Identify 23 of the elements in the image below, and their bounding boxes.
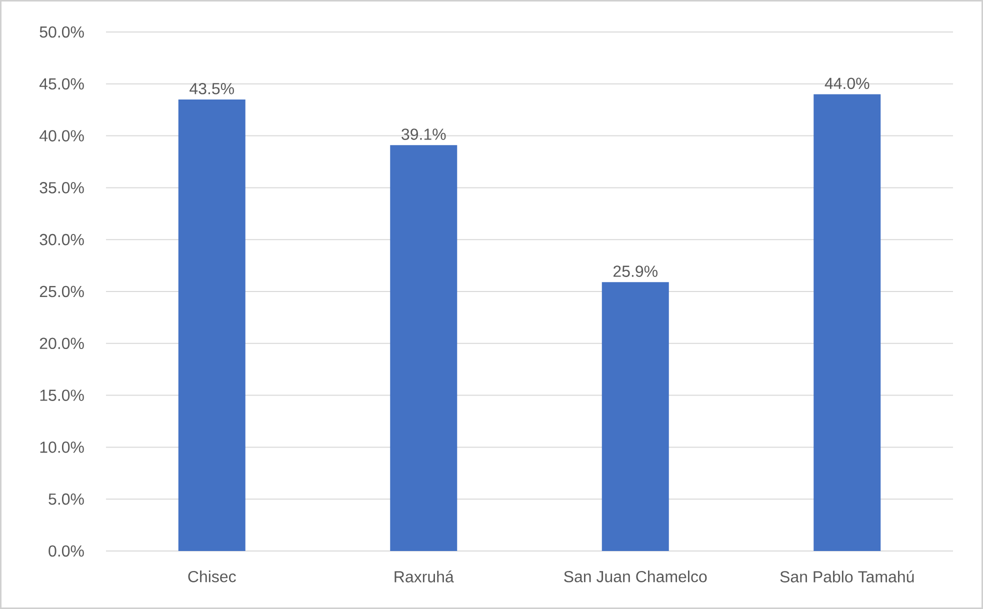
y-tick-label: 0.0% bbox=[48, 545, 84, 557]
data-label: 25.9% bbox=[614, 266, 658, 277]
x-tick-label: San Pablo Tamahú bbox=[780, 570, 914, 582]
data-label: 44.0% bbox=[824, 78, 870, 90]
y-tick-label: 35.0% bbox=[40, 182, 84, 194]
data-label: 39.1% bbox=[402, 128, 446, 140]
y-tick-label: 20.0% bbox=[40, 338, 84, 350]
y-tick-label: 30.0% bbox=[40, 234, 84, 246]
y-tick-label: 5.0% bbox=[48, 493, 84, 505]
y-tick-label: 45.0% bbox=[39, 78, 84, 90]
y-tick-label: 15.0% bbox=[40, 390, 84, 401]
y-tick-label: 25.0% bbox=[40, 286, 84, 298]
y-tick-label: 50.0% bbox=[40, 26, 84, 38]
bar bbox=[178, 99, 246, 551]
data-label: 43.5% bbox=[190, 82, 234, 94]
x-tick-label: San Juan Chamelco bbox=[564, 570, 707, 582]
y-tick-label: 40.0% bbox=[39, 130, 84, 142]
bar bbox=[602, 282, 669, 551]
y-tick-label: 10.0% bbox=[40, 442, 84, 453]
x-tick-label: Chisec bbox=[188, 570, 236, 582]
x-tick-label: Raxruhá bbox=[394, 570, 454, 582]
bar bbox=[390, 145, 458, 551]
bar bbox=[814, 94, 881, 551]
